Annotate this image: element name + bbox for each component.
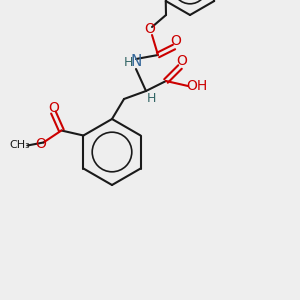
Text: N: N bbox=[130, 53, 142, 68]
Text: OH: OH bbox=[186, 79, 208, 93]
Text: H: H bbox=[146, 92, 156, 104]
Text: O: O bbox=[177, 54, 188, 68]
Text: O: O bbox=[35, 136, 46, 151]
Text: O: O bbox=[171, 34, 182, 48]
Text: H: H bbox=[123, 56, 133, 70]
Text: O: O bbox=[48, 100, 59, 115]
Text: CH₃: CH₃ bbox=[9, 140, 30, 151]
Text: O: O bbox=[145, 22, 155, 36]
